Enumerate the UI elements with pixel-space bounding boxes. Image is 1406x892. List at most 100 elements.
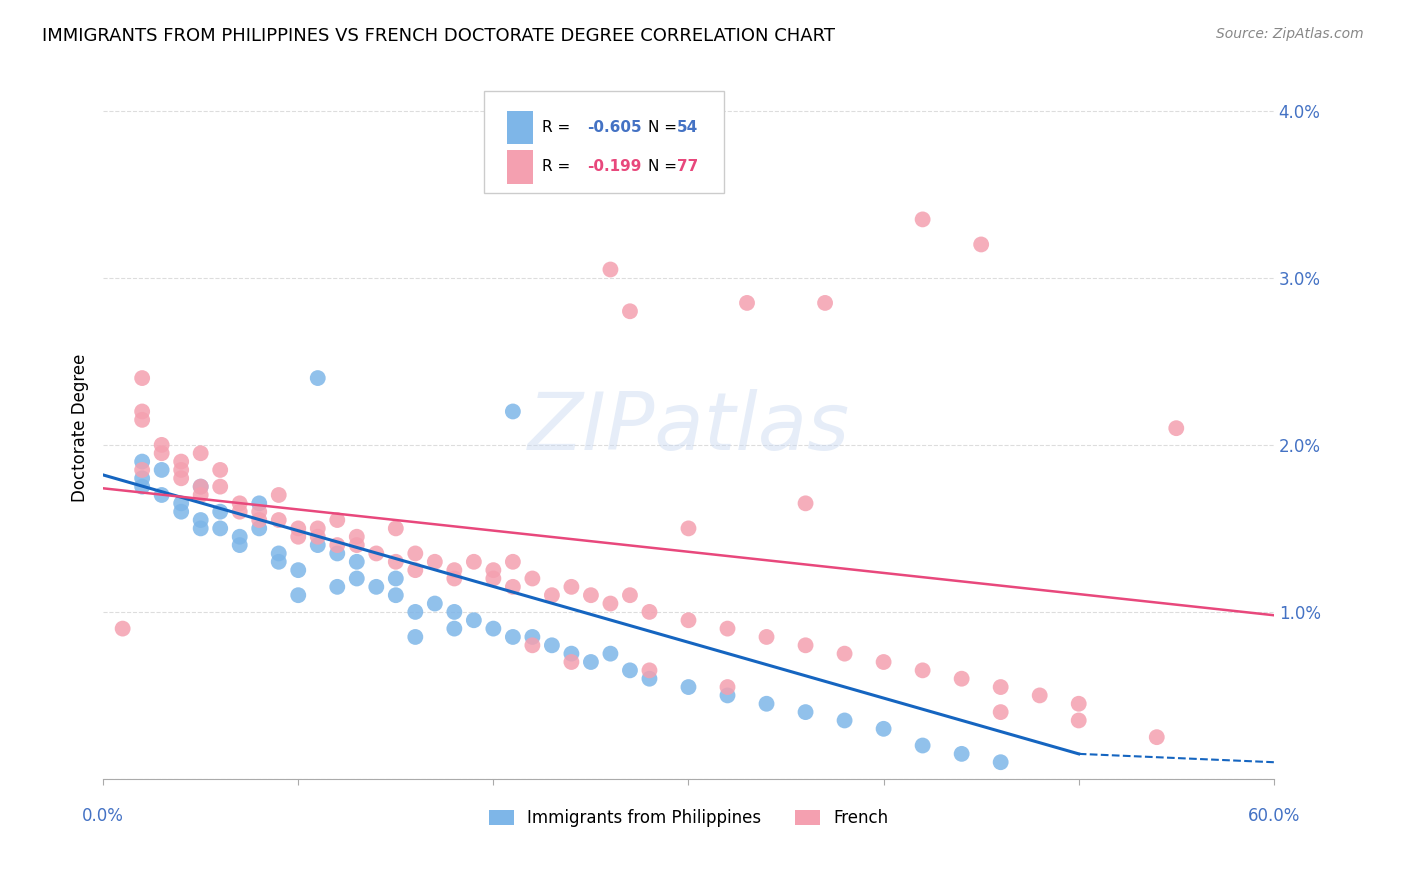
Point xyxy=(366,546,388,560)
Point xyxy=(307,371,329,385)
Point xyxy=(463,555,485,569)
Point xyxy=(385,521,408,535)
Point xyxy=(287,563,309,577)
Point xyxy=(716,689,738,703)
Point xyxy=(170,471,193,485)
Point xyxy=(267,513,290,527)
Point xyxy=(131,480,153,494)
Point xyxy=(970,237,993,252)
FancyBboxPatch shape xyxy=(484,92,724,194)
Point xyxy=(209,463,232,477)
Point xyxy=(150,438,173,452)
Point xyxy=(1067,697,1090,711)
Point xyxy=(502,404,524,418)
Point xyxy=(228,538,250,552)
Text: 0.0%: 0.0% xyxy=(82,807,124,825)
Text: 54: 54 xyxy=(676,120,697,135)
Point xyxy=(287,588,309,602)
Point xyxy=(619,588,641,602)
Point xyxy=(190,446,212,460)
Point xyxy=(150,446,173,460)
Point xyxy=(716,622,738,636)
Point xyxy=(794,638,817,652)
Point xyxy=(131,413,153,427)
Point xyxy=(1067,714,1090,728)
Point xyxy=(502,630,524,644)
Text: -0.605: -0.605 xyxy=(586,120,641,135)
Point xyxy=(404,563,426,577)
Point xyxy=(560,647,582,661)
Point xyxy=(366,580,388,594)
Point xyxy=(522,572,544,586)
Point xyxy=(560,655,582,669)
Point xyxy=(346,530,368,544)
Point xyxy=(872,722,894,736)
Point xyxy=(522,638,544,652)
Point xyxy=(599,262,621,277)
Point xyxy=(482,622,505,636)
Point xyxy=(247,505,270,519)
Point xyxy=(463,613,485,627)
Point xyxy=(814,296,837,310)
Point xyxy=(541,638,564,652)
Point xyxy=(1028,689,1050,703)
Point xyxy=(911,212,934,227)
Text: Source: ZipAtlas.com: Source: ZipAtlas.com xyxy=(1216,27,1364,41)
Point xyxy=(834,714,856,728)
Legend: Immigrants from Philippines, French: Immigrants from Philippines, French xyxy=(482,803,894,834)
Point xyxy=(190,488,212,502)
Point xyxy=(502,162,524,177)
Point xyxy=(443,605,465,619)
Point xyxy=(678,613,700,627)
FancyBboxPatch shape xyxy=(508,111,533,145)
Point xyxy=(170,454,193,468)
Point xyxy=(385,588,408,602)
Point xyxy=(228,496,250,510)
Point xyxy=(834,647,856,661)
Point xyxy=(502,555,524,569)
Text: R =: R = xyxy=(543,160,581,174)
Point xyxy=(326,580,349,594)
Point xyxy=(638,605,661,619)
Point xyxy=(170,463,193,477)
Text: 77: 77 xyxy=(676,160,697,174)
Point xyxy=(209,505,232,519)
Point xyxy=(131,471,153,485)
Point xyxy=(247,521,270,535)
Point xyxy=(423,555,446,569)
FancyBboxPatch shape xyxy=(508,150,533,184)
Point xyxy=(287,521,309,535)
Point xyxy=(423,597,446,611)
Point xyxy=(678,680,700,694)
Point xyxy=(131,463,153,477)
Point xyxy=(307,538,329,552)
Point xyxy=(579,655,602,669)
Point xyxy=(482,563,505,577)
Point xyxy=(502,580,524,594)
Point xyxy=(911,739,934,753)
Point xyxy=(522,630,544,644)
Point xyxy=(150,488,173,502)
Point xyxy=(794,496,817,510)
Point xyxy=(990,705,1012,719)
Point xyxy=(170,496,193,510)
Point xyxy=(267,546,290,560)
Point xyxy=(346,572,368,586)
Point xyxy=(404,546,426,560)
Point xyxy=(950,672,973,686)
Point xyxy=(111,622,134,636)
Point xyxy=(443,563,465,577)
Point xyxy=(541,588,564,602)
Point xyxy=(209,480,232,494)
Point xyxy=(346,555,368,569)
Point xyxy=(326,546,349,560)
Point xyxy=(307,521,329,535)
Point xyxy=(385,572,408,586)
Point xyxy=(190,521,212,535)
Point xyxy=(307,530,329,544)
Point xyxy=(1166,421,1188,435)
Point xyxy=(385,555,408,569)
Point xyxy=(190,480,212,494)
Point xyxy=(346,538,368,552)
Y-axis label: Doctorate Degree: Doctorate Degree xyxy=(72,354,89,502)
